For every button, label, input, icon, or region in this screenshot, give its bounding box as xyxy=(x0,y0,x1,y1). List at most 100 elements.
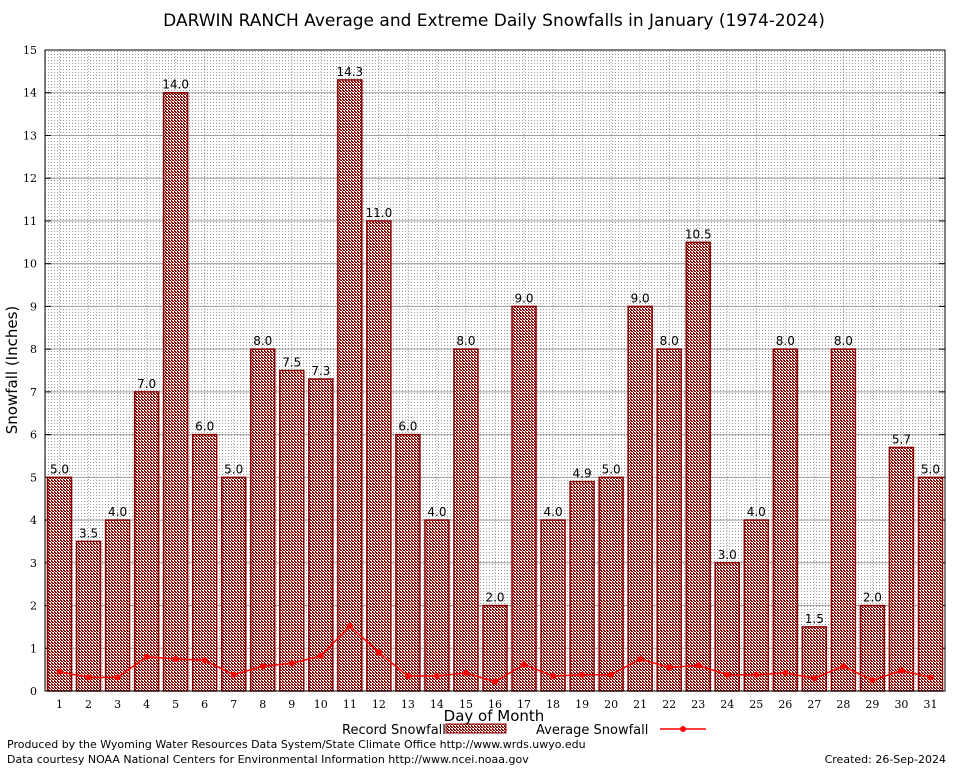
record-data-label: 7.3 xyxy=(311,364,330,378)
record-data-label: 14.0 xyxy=(162,78,189,92)
average-point xyxy=(492,678,498,685)
record-data-label: 7.5 xyxy=(282,356,301,370)
record-data-label: 6.0 xyxy=(195,420,214,434)
x-tick-label: 16 xyxy=(488,698,502,711)
record-bar xyxy=(917,476,944,692)
average-point xyxy=(521,661,528,668)
record-bar xyxy=(830,348,857,692)
legend-record-swatch xyxy=(445,723,507,734)
x-tick-label: 30 xyxy=(894,698,908,711)
average-point xyxy=(56,668,63,675)
record-data-label: 9.0 xyxy=(514,291,533,305)
x-tick-label: 22 xyxy=(662,698,676,711)
record-bar xyxy=(46,476,73,692)
x-tick-label: 10 xyxy=(314,698,328,711)
average-point xyxy=(259,663,266,670)
y-tick-label: 13 xyxy=(23,129,37,142)
record-data-label: 8.0 xyxy=(834,334,853,348)
x-tick-label: 28 xyxy=(836,698,850,711)
record-data-label: 7.0 xyxy=(137,377,156,391)
record-bar xyxy=(75,540,102,692)
record-bar xyxy=(627,305,653,692)
record-data-label: 11.0 xyxy=(366,206,393,220)
average-point xyxy=(637,655,644,662)
record-bar xyxy=(220,476,247,692)
record-bar xyxy=(133,391,160,692)
footer-created-date: Created: 26-Sep-2024 xyxy=(825,753,946,766)
x-tick-label: 1 xyxy=(56,698,63,711)
x-tick-label: 23 xyxy=(691,698,705,711)
y-tick-label: 12 xyxy=(23,172,37,185)
record-data-label: 4.9 xyxy=(573,467,592,481)
x-axis-label: Day of Month xyxy=(444,707,545,725)
record-data-label: 9.0 xyxy=(631,291,650,305)
record-bar xyxy=(395,433,421,692)
x-tick-label: 13 xyxy=(401,698,415,711)
record-data-label: 3.0 xyxy=(718,548,737,562)
y-tick-label: 7 xyxy=(30,386,37,399)
y-tick-label: 1 xyxy=(30,642,37,655)
average-point xyxy=(433,673,440,680)
average-point xyxy=(346,623,353,630)
record-data-label: 4.0 xyxy=(747,505,766,519)
average-point xyxy=(579,671,586,678)
x-tick-label: 4 xyxy=(143,698,150,711)
x-tick-label: 18 xyxy=(546,698,560,711)
record-bar xyxy=(453,348,479,692)
x-tick-label: 31 xyxy=(923,698,937,711)
average-point xyxy=(782,670,789,677)
record-data-label: 5.7 xyxy=(892,432,911,446)
x-axis-ticks: 1 2 3 4 5 6 7 8 9 10 11 12 13 14 15 16 17 18 19 20 21 22 23 24 2… xyxy=(56,686,937,711)
record-bar xyxy=(772,348,799,692)
average-snowfall-line xyxy=(56,623,934,685)
x-tick-label: 9 xyxy=(288,698,295,711)
record-bar xyxy=(656,348,682,692)
average-point xyxy=(724,671,731,678)
average-point xyxy=(666,664,673,671)
x-tick-label: 11 xyxy=(343,698,357,711)
x-tick-label: 19 xyxy=(575,698,589,711)
y-tick-label: 11 xyxy=(23,215,37,228)
record-bar xyxy=(511,305,537,692)
average-point xyxy=(143,653,150,660)
y-tick-label: 4 xyxy=(30,514,37,527)
legend-average-marker xyxy=(680,726,686,732)
record-data-label: 8.0 xyxy=(456,334,475,348)
average-point xyxy=(172,655,179,662)
record-bar xyxy=(714,562,741,692)
y-tick-label: 8 xyxy=(30,343,37,356)
x-tick-label: 26 xyxy=(778,698,792,711)
legend-record-label: Record Snowfall xyxy=(342,723,446,738)
average-point xyxy=(840,663,847,670)
plot-frame xyxy=(44,49,946,692)
x-tick-label: 15 xyxy=(459,698,473,711)
average-point xyxy=(695,662,702,669)
record-bar xyxy=(801,626,828,692)
record-data-label: 5.0 xyxy=(921,462,940,476)
x-tick-label: 6 xyxy=(201,698,208,711)
record-data-label: 3.5 xyxy=(79,526,98,540)
record-data-label: 5.0 xyxy=(50,462,69,476)
y-tick-label: 14 xyxy=(23,87,37,100)
record-data-label: 5.0 xyxy=(602,462,621,476)
average-point xyxy=(869,677,876,684)
record-data-label: 8.0 xyxy=(660,334,679,348)
x-tick-label: 27 xyxy=(807,698,821,711)
record-bar xyxy=(685,241,711,692)
average-point xyxy=(927,674,934,681)
record-data-label: 8.0 xyxy=(253,334,272,348)
footer-data-source: Data courtesy NOAA National Centers for … xyxy=(7,753,529,766)
record-data-label: 10.5 xyxy=(685,227,712,241)
x-tick-label: 2 xyxy=(85,698,92,711)
average-point xyxy=(375,649,382,656)
record-bar xyxy=(569,480,595,692)
average-point xyxy=(898,667,905,674)
record-data-label: 4.0 xyxy=(544,505,563,519)
average-point xyxy=(201,657,208,664)
y-tick-label: 3 xyxy=(30,557,37,570)
x-tick-label: 25 xyxy=(749,698,763,711)
average-point xyxy=(230,671,237,678)
record-bar xyxy=(337,79,363,692)
